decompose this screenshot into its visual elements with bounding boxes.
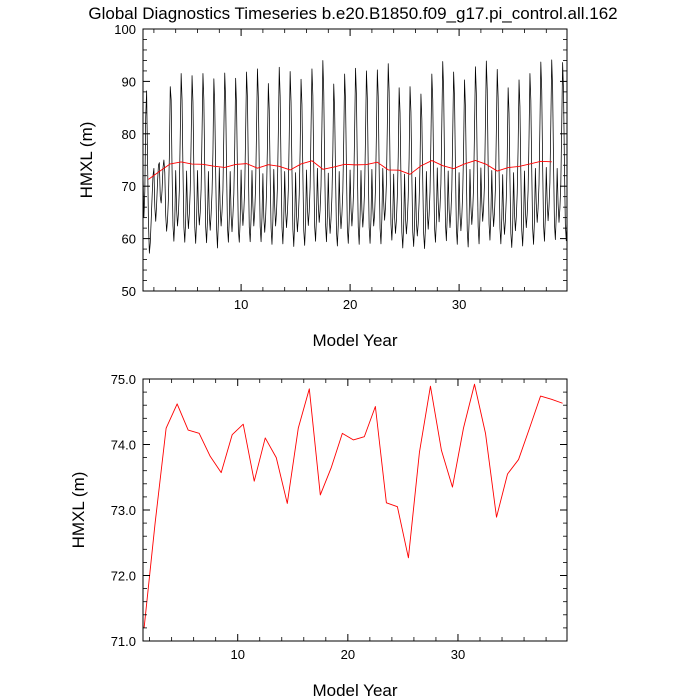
chart-title: Global Diagnostics Timeseries b.e20.B185… bbox=[88, 4, 617, 23]
top-panel: 10 20 30 50 60 70 80 90 100 Model Year HMXL (m) bbox=[77, 22, 568, 350]
x-tick-label: 20 bbox=[341, 647, 355, 662]
x-tick-label: 30 bbox=[451, 647, 465, 662]
y-axis-label: HMXL (m) bbox=[69, 472, 88, 549]
y-tick-label: 75.0 bbox=[111, 372, 136, 387]
bottom-panel: 10 20 30 71.0 72.0 73.0 74.0 75.0 Model Year HMXL… bbox=[69, 372, 568, 700]
y-tick-label: 70 bbox=[122, 179, 136, 194]
y-tick-label: 71.0 bbox=[111, 634, 136, 649]
y-tick-label: 100 bbox=[114, 22, 136, 37]
x-axis-label: Model Year bbox=[312, 681, 397, 700]
x-tick-label: 20 bbox=[343, 297, 357, 312]
y-tick-label: 80 bbox=[122, 127, 136, 142]
plot-frame bbox=[142, 28, 568, 292]
annual-mean-line bbox=[148, 159, 552, 180]
x-axis-label: Model Year bbox=[312, 331, 397, 350]
plot-frame bbox=[142, 378, 568, 642]
y-tick-label: 74.0 bbox=[111, 438, 136, 453]
x-tick-label: 10 bbox=[234, 297, 248, 312]
y-tick-label: 50 bbox=[122, 284, 136, 299]
y-axis-label: HMXL (m) bbox=[77, 122, 96, 199]
y-tick-label: 73.0 bbox=[111, 503, 136, 518]
x-tick-label: 30 bbox=[452, 297, 466, 312]
y-tick-label: 90 bbox=[122, 74, 136, 89]
annual-mean-line bbox=[143, 383, 563, 628]
y-tick-label: 72.0 bbox=[111, 569, 136, 584]
x-tick-label: 10 bbox=[230, 647, 244, 662]
monthly-series-line bbox=[143, 59, 567, 254]
y-tick-label: 60 bbox=[122, 232, 136, 247]
